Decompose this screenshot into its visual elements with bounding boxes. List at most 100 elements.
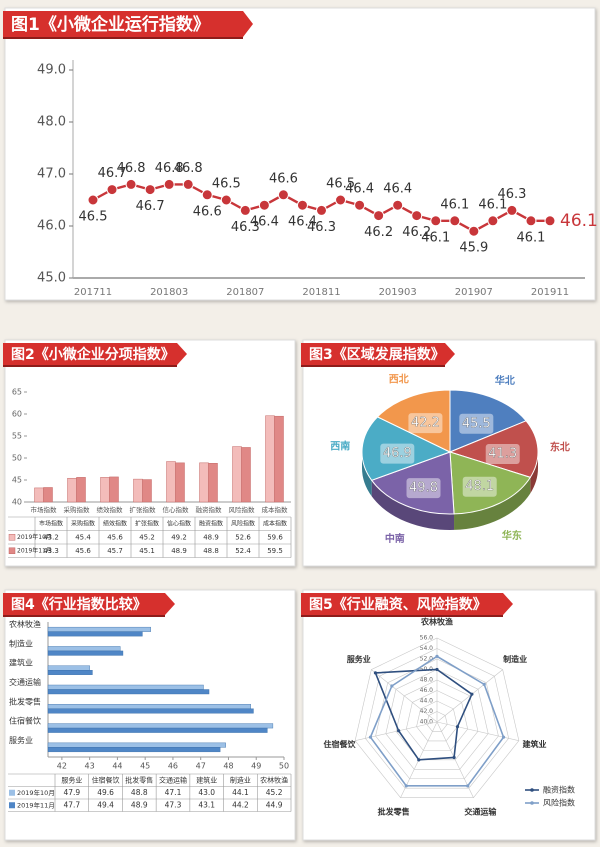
data-label: 42.2 bbox=[411, 416, 440, 431]
legend-swatch bbox=[8, 547, 16, 554]
data-label: 46.5 bbox=[212, 177, 241, 192]
category-label: 批发零售 bbox=[378, 807, 410, 817]
value-label-bg bbox=[459, 413, 494, 434]
table-header: 服务业 bbox=[61, 775, 82, 784]
category-label: 服务业 bbox=[347, 654, 371, 664]
table-cell: 48.8 bbox=[131, 788, 148, 797]
data-label: 46.4 bbox=[345, 182, 374, 197]
x-tick-label: 风险指数 bbox=[229, 505, 256, 514]
table-header: 成本指数 bbox=[263, 519, 287, 527]
x-tick-label: 48 bbox=[223, 762, 233, 771]
category-label: 华北 bbox=[495, 374, 515, 387]
data-label: 46.1 bbox=[421, 230, 450, 245]
bar bbox=[133, 478, 143, 503]
y-tick-label: 45.0 bbox=[37, 271, 66, 286]
panel bbox=[4, 7, 596, 301]
x-tick-label: 201907 bbox=[455, 287, 493, 298]
x-tick-label: 44 bbox=[112, 762, 122, 771]
y-tick-label: 农林牧渔 bbox=[9, 619, 41, 629]
legend-swatch bbox=[8, 534, 16, 541]
legend-label: 融资指数 bbox=[543, 785, 575, 795]
y-tick-label: 50 bbox=[12, 454, 22, 463]
marker bbox=[335, 194, 347, 206]
table-cell: 59.6 bbox=[267, 533, 283, 541]
legend-label: 风险指数 bbox=[543, 798, 575, 808]
marker bbox=[468, 225, 480, 237]
data-label: 46.6 bbox=[269, 171, 298, 186]
legend-label: 2019年11月 bbox=[17, 800, 55, 809]
legend-marker bbox=[530, 801, 534, 805]
chart-title: 图3《区域发展指数》 bbox=[309, 346, 445, 363]
category-label: 制造业 bbox=[503, 654, 527, 664]
data-label: 41.3 bbox=[488, 447, 517, 462]
grid-ring bbox=[395, 679, 479, 761]
pie-slice bbox=[361, 416, 452, 481]
marker bbox=[482, 682, 486, 686]
x-tick-label: 201803 bbox=[150, 287, 188, 298]
radar-line bbox=[369, 655, 505, 787]
grid-ring bbox=[426, 711, 448, 732]
category-label: 交通运输 bbox=[464, 807, 497, 817]
table-cell: 52.4 bbox=[235, 547, 251, 555]
x-tick-label: 201811 bbox=[302, 287, 340, 298]
spoke bbox=[436, 721, 519, 741]
data-label: 46.1 bbox=[478, 197, 507, 212]
table-cell: 45.7 bbox=[107, 547, 123, 555]
bar bbox=[47, 650, 124, 656]
table-header: 建筑业 bbox=[196, 775, 217, 784]
data-label: 48.1 bbox=[465, 479, 494, 494]
data-label: 46.4 bbox=[288, 215, 317, 230]
table-header: 市场指数 bbox=[39, 519, 63, 527]
data-label: 46.3 bbox=[231, 220, 260, 235]
marker bbox=[466, 784, 470, 788]
marker bbox=[354, 199, 366, 211]
bar bbox=[47, 626, 151, 632]
marker bbox=[277, 189, 289, 201]
data-label: 46.7 bbox=[136, 199, 165, 214]
x-tick-label: 50 bbox=[279, 762, 289, 771]
title-ribbon bbox=[301, 343, 455, 365]
x-tick-label: 绩效指数 bbox=[97, 505, 124, 514]
spoke bbox=[436, 669, 503, 723]
table-cell: 52.6 bbox=[235, 533, 251, 541]
category-label: 西北 bbox=[389, 372, 409, 385]
pie-side bbox=[362, 452, 372, 497]
bar bbox=[47, 704, 251, 709]
bar bbox=[47, 747, 221, 753]
radar-line bbox=[374, 668, 473, 761]
panel bbox=[4, 339, 296, 567]
title-ribbon bbox=[3, 593, 175, 615]
table-cell: 59.5 bbox=[267, 547, 283, 555]
data-label: 45.9 bbox=[459, 241, 488, 256]
bar bbox=[47, 684, 204, 690]
y-tick-label: 制造业 bbox=[9, 638, 33, 648]
value-label-bg bbox=[485, 444, 520, 465]
category-label: 东北 bbox=[550, 441, 570, 454]
legend-swatch bbox=[9, 802, 15, 809]
y-tick-label: 49.0 bbox=[37, 63, 66, 78]
spoke bbox=[355, 721, 438, 741]
y-tick-label: 65 bbox=[12, 388, 22, 397]
bar bbox=[175, 462, 185, 503]
spoke bbox=[371, 669, 438, 723]
table-header: 交通运输 bbox=[159, 775, 187, 784]
bar bbox=[47, 631, 143, 637]
table-header: 扩张指数 bbox=[135, 519, 159, 527]
bar bbox=[232, 446, 242, 503]
y-tick-label: 建筑业 bbox=[9, 658, 33, 668]
table-cell: 48.9 bbox=[203, 533, 219, 541]
table-cell: 43.2 bbox=[43, 533, 59, 541]
x-tick-label: 43 bbox=[85, 762, 95, 771]
data-label: 46.8 bbox=[155, 161, 184, 176]
grid-ring bbox=[354, 637, 520, 798]
chart-title: 图1《小微企业运行指数》 bbox=[11, 14, 210, 35]
table-cell: 45.4 bbox=[75, 533, 91, 541]
table-cell: 47.9 bbox=[64, 788, 81, 797]
table-cell: 45.1 bbox=[139, 547, 155, 555]
r-tick-label: 46.0 bbox=[420, 687, 434, 694]
x-tick-label: 201903 bbox=[379, 287, 417, 298]
data-label: 46.1 bbox=[440, 197, 469, 212]
bar bbox=[76, 477, 86, 503]
bar bbox=[34, 487, 44, 503]
table-cell: 45.2 bbox=[139, 533, 155, 541]
